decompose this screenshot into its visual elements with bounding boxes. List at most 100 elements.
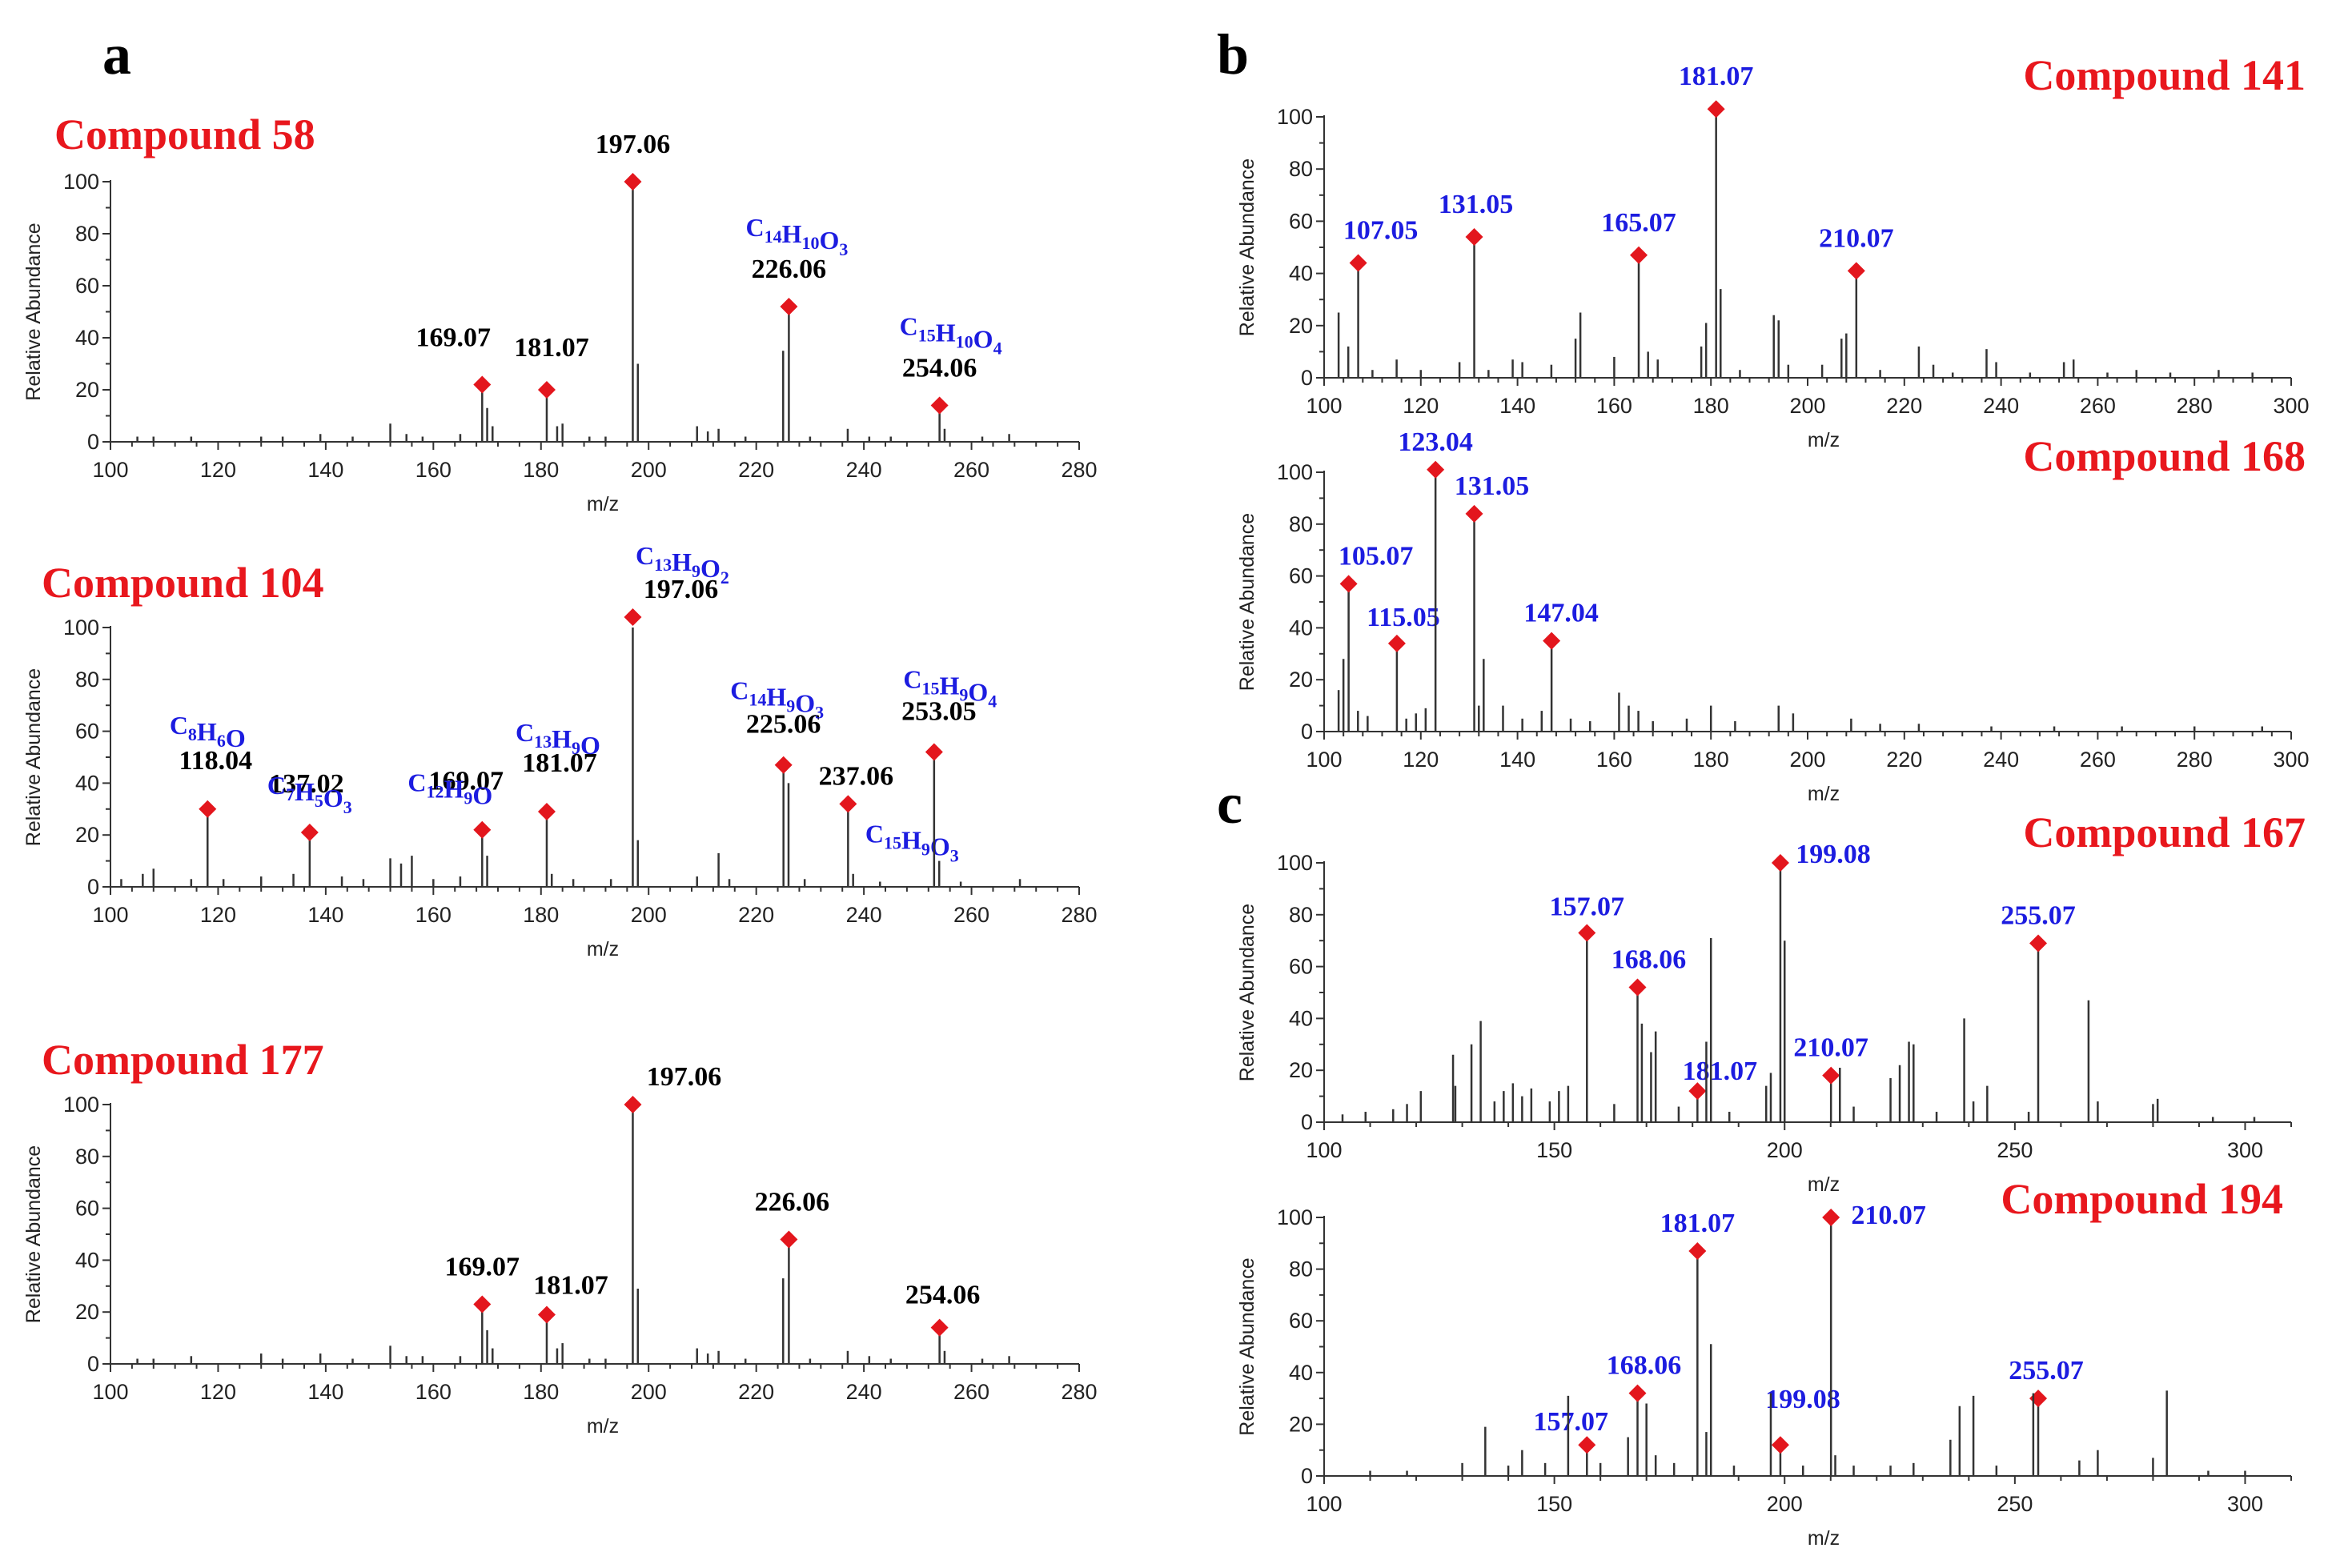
x-tick-label: 160 [415, 458, 452, 482]
peak-label: 107.05 [1343, 216, 1419, 246]
y-tick-label: 80 [1289, 512, 1313, 536]
peak-label: 181.07 [1683, 1057, 1758, 1086]
peak-label: 210.07 [1819, 223, 1894, 253]
y-tick-label: 40 [1289, 1361, 1313, 1385]
peak-formula: C14H10O3 [745, 213, 848, 259]
x-tick-label: 100 [1306, 1138, 1342, 1162]
y-axis-title: Relative Abundance [1236, 158, 1258, 336]
peak-marker [930, 1318, 949, 1337]
x-tick-label: 260 [2080, 394, 2116, 418]
y-tick-label: 40 [75, 1248, 99, 1272]
x-axis-title: m/z [587, 1415, 619, 1438]
x-tick-label: 200 [1767, 1138, 1803, 1162]
y-tick-label: 100 [1277, 1205, 1313, 1229]
peak-label: 169.07 [416, 323, 492, 353]
x-tick-label: 260 [953, 903, 989, 927]
peak-label: 225.06 [746, 710, 821, 740]
peak-marker [624, 608, 642, 627]
peak-marker [1339, 575, 1358, 593]
y-tick-label: 100 [1277, 105, 1313, 129]
y-tick-label: 80 [75, 1145, 99, 1169]
peak-label: 210.07 [1793, 1033, 1868, 1063]
peak-marker [624, 1096, 642, 1113]
chart-title: Compound 177 [42, 1036, 324, 1084]
peak-label: 226.06 [752, 255, 827, 284]
peak-label: 197.06 [596, 130, 671, 159]
y-tick-label: 80 [75, 668, 99, 692]
x-tick-label: 100 [1306, 1492, 1342, 1516]
y-tick-label: 0 [87, 430, 99, 454]
x-tick-label: 250 [1997, 1492, 2033, 1516]
peak-marker [199, 800, 217, 818]
y-tick-label: 100 [1277, 851, 1313, 875]
peak-label: 226.06 [755, 1187, 830, 1217]
peak-marker [930, 396, 949, 415]
peak-label: 157.07 [1534, 1407, 1609, 1437]
x-axis-title: m/z [587, 493, 619, 515]
peak-label: 181.07 [1660, 1209, 1736, 1238]
x-tick-label: 260 [953, 458, 989, 482]
peak-label: 168.06 [1612, 945, 1687, 975]
panel-label-b: b [1217, 22, 1249, 86]
y-tick-label: 0 [87, 875, 99, 899]
x-axis-title: m/z [587, 938, 619, 960]
peak-marker [537, 1305, 556, 1324]
x-tick-label: 200 [631, 458, 667, 482]
peak-label: 210.07 [1851, 1201, 1926, 1230]
x-tick-label: 220 [1886, 394, 1922, 418]
x-tick-label: 180 [523, 1380, 559, 1404]
chart-title: Compound 58 [54, 110, 315, 158]
chart-title: Compound 141 [2023, 51, 2306, 99]
x-tick-label: 280 [1061, 1380, 1097, 1404]
peak-label: 157.07 [1550, 892, 1625, 921]
peak-label: 255.07 [2009, 1356, 2084, 1386]
x-tick-label: 180 [523, 903, 559, 927]
peak-label: 165.07 [1601, 208, 1676, 238]
x-tick-label: 200 [631, 903, 667, 927]
x-tick-label: 140 [1499, 748, 1535, 772]
x-tick-label: 160 [1596, 748, 1632, 772]
peak-marker [2029, 1390, 2048, 1408]
peak-marker [839, 795, 857, 813]
y-tick-label: 100 [1277, 460, 1313, 484]
y-axis-title: Relative Abundance [22, 1145, 45, 1323]
y-tick-label: 60 [75, 720, 99, 744]
peak-marker [1707, 100, 1725, 118]
x-tick-label: 240 [1983, 748, 2019, 772]
x-tick-label: 260 [2080, 748, 2116, 772]
peak-label: 169.07 [429, 767, 504, 796]
x-tick-label: 300 [2227, 1492, 2263, 1516]
y-tick-label: 60 [1289, 564, 1313, 588]
y-tick-label: 60 [1289, 209, 1313, 233]
panel-label-a: a [102, 22, 131, 86]
x-tick-label: 240 [846, 458, 882, 482]
y-tick-label: 100 [63, 616, 99, 640]
peak-marker [1628, 1384, 1647, 1402]
peak-label: 197.06 [644, 575, 719, 604]
peak-label: 255.07 [2001, 900, 2076, 930]
x-tick-label: 240 [846, 903, 882, 927]
y-tick-label: 40 [1289, 616, 1313, 640]
peak-label: 197.06 [647, 1062, 722, 1092]
peak-label: 254.06 [902, 354, 977, 383]
y-tick-label: 60 [1289, 955, 1313, 979]
x-tick-label: 120 [200, 458, 236, 482]
x-tick-label: 150 [1536, 1492, 1572, 1516]
peak-label: 131.05 [1455, 471, 1530, 501]
peak-label: 181.07 [514, 333, 589, 363]
x-tick-label: 140 [307, 458, 343, 482]
peak-formula: C12H9O [407, 768, 492, 810]
peak-marker [473, 375, 492, 394]
peak-marker [1543, 632, 1561, 650]
x-tick-label: 200 [631, 1380, 667, 1404]
peak-marker [1771, 854, 1789, 872]
x-tick-label: 220 [738, 903, 774, 927]
y-tick-label: 100 [63, 170, 99, 194]
peak-marker [1628, 978, 1647, 997]
y-tick-label: 0 [1301, 1464, 1313, 1488]
x-tick-label: 150 [1536, 1138, 1572, 1162]
y-tick-label: 20 [1289, 314, 1313, 338]
